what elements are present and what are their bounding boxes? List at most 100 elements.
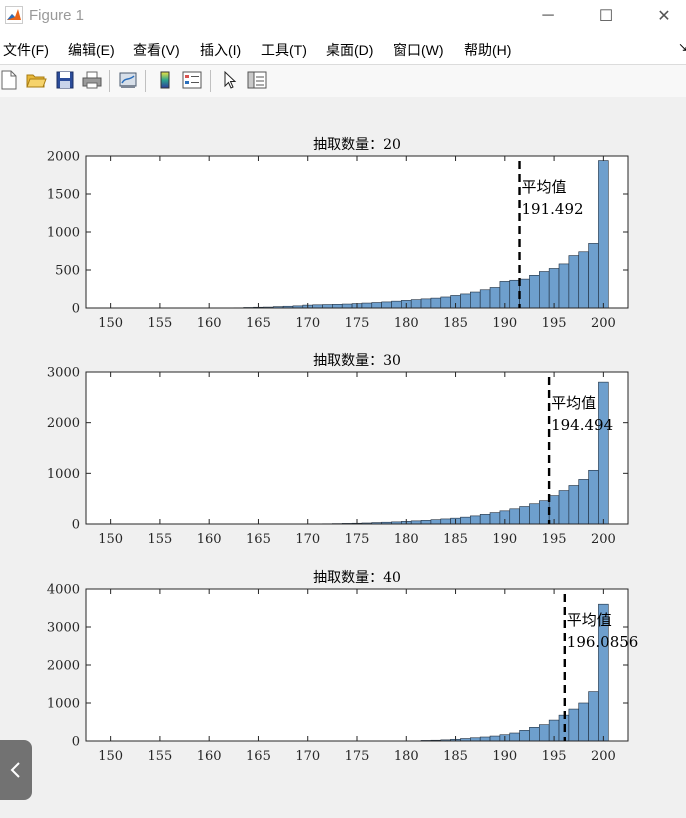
- print-icon[interactable]: [81, 69, 103, 91]
- histogram-bar: [470, 291, 481, 309]
- menu-desktop[interactable]: 桌面(D): [326, 42, 374, 58]
- histogram-bar: [519, 278, 530, 309]
- figure-canvas[interactable]: 150 155 160 165 170 175 180 185 190 195 200 0 500 100…: [0, 97, 686, 818]
- x-tick-label: 170: [295, 749, 320, 764]
- y-tick-label: 1000: [47, 697, 80, 712]
- histogram-panel-1[interactable]: 150 155 160 165 170 175 180 185 190 195 2000500100…: [47, 137, 629, 331]
- x-tick-label: 175: [345, 749, 370, 764]
- histogram-bar: [371, 302, 382, 309]
- x-tick-label: 200: [591, 316, 616, 331]
- x-tick-label: 195: [542, 532, 567, 547]
- histogram-bar: [391, 300, 402, 309]
- x-tick-label: 185: [443, 532, 468, 547]
- histogram-bar: [598, 381, 609, 525]
- histogram-bar: [361, 302, 373, 309]
- histogram-bar: [440, 518, 451, 525]
- histogram-bar: [332, 304, 343, 309]
- property-inspector-icon[interactable]: [246, 69, 268, 91]
- minimize-icon: ─: [542, 7, 554, 24]
- maximize-icon: ☐: [598, 8, 614, 25]
- mean-value: 194.494: [551, 416, 613, 434]
- y-tick-label: 3000: [47, 366, 80, 381]
- link-plot-icon[interactable]: [117, 69, 139, 91]
- x-tick-label: 160: [197, 749, 222, 764]
- histogram-bar: [578, 479, 589, 525]
- histogram-bar: [578, 702, 589, 742]
- histogram-bar: [588, 469, 599, 525]
- y-tick-label: 1000: [47, 467, 80, 482]
- mean-label: 平均值: [522, 178, 567, 196]
- new-figure-icon[interactable]: [0, 69, 20, 91]
- histogram-figure: 150 155 160 165 170 175 180 185 190 195 2000500100…: [47, 137, 638, 764]
- close-button[interactable]: ✕: [641, 0, 686, 32]
- histogram-bar: [519, 730, 530, 742]
- x-tick-label: 165: [246, 532, 271, 547]
- menu-file[interactable]: 文件(F): [3, 42, 49, 58]
- x-tick-label: 170: [295, 316, 320, 331]
- histogram-bar: [479, 514, 491, 525]
- toolbar-separator: [109, 70, 110, 92]
- axes-title: 抽取数量：30: [313, 353, 401, 369]
- histogram-bar: [460, 293, 471, 309]
- x-tick-label: 190: [492, 749, 517, 764]
- x-tick-label: 175: [345, 316, 370, 331]
- pointer-icon[interactable]: [219, 69, 241, 91]
- menu-overflow-icon[interactable]: ↘: [678, 40, 686, 54]
- y-tick-label: 2000: [47, 659, 80, 674]
- x-tick-label: 180: [394, 749, 419, 764]
- x-tick-label: 190: [492, 316, 517, 331]
- collapse-panel-button[interactable]: [0, 740, 32, 800]
- x-tick-label: 150: [98, 532, 123, 547]
- minimize-button[interactable]: ─: [525, 0, 571, 32]
- colorbar-icon[interactable]: [154, 69, 176, 91]
- menu-edit[interactable]: 编辑(E): [68, 42, 115, 58]
- x-tick-label: 200: [591, 749, 616, 764]
- mean-value: 196.0856: [567, 633, 639, 651]
- mean-value: 191.492: [522, 200, 584, 218]
- x-tick-label: 170: [295, 532, 320, 547]
- histogram-bar: [519, 506, 530, 525]
- histogram-bar: [539, 724, 550, 742]
- x-tick-label: 160: [197, 532, 222, 547]
- x-tick-label: 195: [542, 316, 567, 331]
- histogram-bar: [489, 512, 501, 525]
- maximize-button[interactable]: ☐: [583, 0, 629, 32]
- toolbar-separator: [210, 70, 211, 92]
- open-file-icon[interactable]: [25, 69, 47, 91]
- y-tick-label: 4000: [47, 583, 80, 598]
- y-tick-label: 0: [72, 735, 80, 750]
- histogram-bar: [588, 243, 599, 309]
- legend-icon[interactable]: [181, 69, 203, 91]
- menu-tools[interactable]: 工具(T): [261, 42, 307, 58]
- y-tick-label: 1500: [47, 188, 80, 203]
- axes-title: 抽取数量：20: [313, 137, 401, 153]
- x-tick-label: 155: [147, 749, 172, 764]
- axes-background: [86, 589, 628, 741]
- x-tick-label: 180: [394, 532, 419, 547]
- x-tick-label: 185: [443, 316, 468, 331]
- y-tick-label: 0: [72, 518, 80, 533]
- histogram-bar: [460, 516, 471, 525]
- histogram-bar: [489, 735, 501, 742]
- menu-view[interactable]: 查看(V): [133, 42, 180, 58]
- histogram-bar: [489, 287, 501, 309]
- x-tick-label: 180: [394, 316, 419, 331]
- x-tick-label: 195: [542, 749, 567, 764]
- save-icon[interactable]: [54, 69, 76, 91]
- menu-insert[interactable]: 插入(I): [200, 42, 242, 58]
- toolbar: [0, 64, 686, 98]
- x-tick-label: 200: [591, 532, 616, 547]
- y-tick-label: 2000: [47, 150, 80, 165]
- menu-help[interactable]: 帮助(H): [464, 42, 512, 58]
- axes-title: 抽取数量：40: [313, 570, 401, 586]
- histogram-bar: [440, 296, 451, 309]
- histogram-bar: [470, 515, 481, 525]
- histogram-bar: [558, 490, 570, 525]
- histogram-panel-2[interactable]: 150 155 160 165 170 175 180 185 190 195 2000100020…: [47, 353, 629, 547]
- histogram-panel-3[interactable]: 150 155 160 165 170 175 180 185 190 195 2000100020…: [47, 570, 638, 764]
- histogram-bar: [568, 708, 580, 742]
- menu-window[interactable]: 窗口(W): [393, 42, 444, 58]
- histogram-bar: [588, 691, 599, 742]
- matlab-logo-icon: [5, 6, 23, 24]
- histogram-bar: [420, 520, 432, 525]
